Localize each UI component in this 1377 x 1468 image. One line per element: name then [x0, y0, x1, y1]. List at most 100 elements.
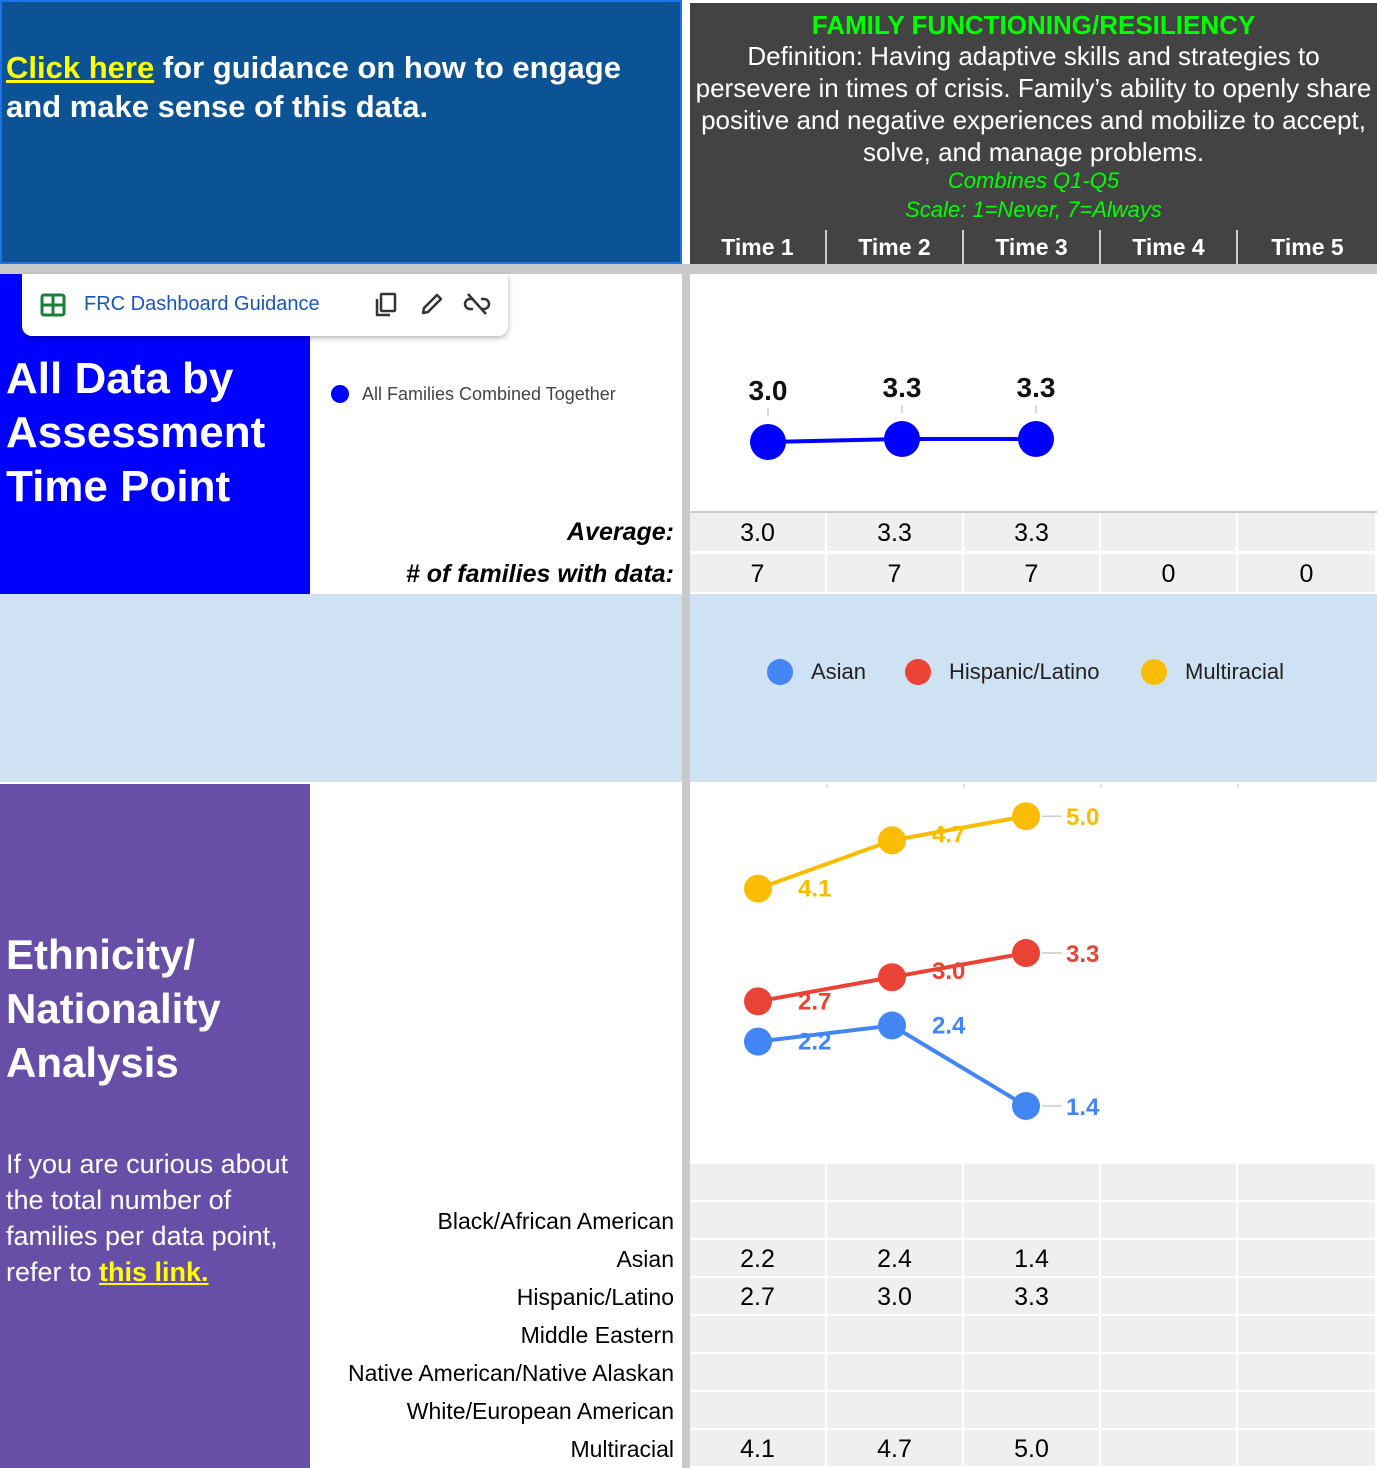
legend-label-all-families: All Families Combined Together — [362, 384, 616, 404]
all-data-title-line-1: All Data by — [6, 354, 234, 403]
families-row-label: # of families with data: — [405, 560, 674, 588]
data-label-hispanic-latino-time-2: 3.0 — [932, 958, 965, 985]
table-cell-blank — [1101, 1164, 1238, 1202]
data-label-asian-time-3: 1.4 — [1066, 1094, 1100, 1121]
chip-link-label[interactable]: FRC Dashboard Guidance — [84, 293, 320, 315]
legend-dot-all-families — [331, 385, 349, 403]
domain-definition: Definition: Having adaptive skills and s… — [695, 41, 1372, 167]
data-label-hispanic-latino-time-3: 3.3 — [1066, 941, 1099, 968]
families-count-note: If you are curious about the total numbe… — [6, 1146, 306, 1290]
data-point-time-2 — [884, 421, 920, 457]
table-cell-blank — [690, 1164, 827, 1202]
ethnicity-row-label: Black/African American — [437, 1208, 674, 1234]
families-cell-time-4: 0 — [1101, 554, 1238, 594]
data-point-hispanic-latino-time-1 — [744, 987, 772, 1016]
table-cell — [1238, 1278, 1377, 1316]
table-cell: 5.0 — [964, 1430, 1101, 1468]
table-cell — [1101, 1278, 1238, 1316]
time-header-3: Time 3 — [964, 230, 1101, 264]
table-cell — [1101, 1430, 1238, 1468]
legend-label-hispanic-latino: Hispanic/Latino — [949, 659, 1100, 684]
data-point-multiracial-time-1 — [744, 874, 772, 903]
legend-dot-multiracial — [1141, 659, 1167, 685]
table-cell — [827, 1202, 964, 1240]
time-header-4: Time 4 — [1101, 230, 1238, 264]
data-label-multiracial-time-2: 4.7 — [932, 821, 965, 848]
guidance-text: Click here for guidance on how to engage… — [6, 48, 666, 126]
table-cell-blank — [827, 1164, 964, 1202]
data-label-time-2: 3.3 — [883, 372, 922, 403]
families-cell-time-5: 0 — [1238, 554, 1377, 594]
ethnicity-title-line-3: Analysis — [6, 1039, 179, 1086]
data-point-multiracial-time-2 — [878, 826, 906, 855]
guidance-cell — [0, 0, 682, 264]
average-row-label: Average: — [567, 518, 674, 546]
time-header-2: Time 2 — [827, 230, 964, 264]
table-cell: 3.0 — [827, 1278, 964, 1316]
table-cell — [1101, 1354, 1238, 1392]
table-cell-blank — [1238, 1164, 1377, 1202]
table-cell — [964, 1354, 1101, 1392]
data-label-asian-time-2: 2.4 — [932, 1013, 966, 1040]
average-cell-time-1: 3.0 — [690, 513, 827, 553]
data-label-multiracial-time-3: 5.0 — [1066, 804, 1099, 831]
table-cell — [690, 1316, 827, 1354]
grid-line — [690, 511, 1377, 513]
average-cell-time-2: 3.3 — [827, 513, 964, 553]
table-cell: 3.3 — [964, 1278, 1101, 1316]
guidance-link[interactable]: Click here — [6, 50, 155, 85]
data-label-time-3: 3.3 — [1017, 372, 1056, 403]
table-cell — [1238, 1354, 1377, 1392]
all-data-title-line-2: Assessment — [6, 408, 266, 457]
data-point-hispanic-latino-time-2 — [878, 963, 906, 992]
ethnicity-title-line-1: Ethnicity/ — [6, 931, 196, 978]
column-divider — [682, 264, 690, 1468]
legend-label-multiracial: Multiracial — [1185, 659, 1285, 684]
table-cell — [964, 1392, 1101, 1430]
definition-cell — [690, 0, 1377, 230]
data-point-multiracial-time-3 — [1012, 802, 1040, 831]
unlink-icon[interactable] — [462, 290, 492, 318]
data-point-asian-time-1 — [744, 1027, 772, 1056]
table-cell — [690, 1202, 827, 1240]
edit-pencil-icon[interactable] — [418, 290, 446, 318]
data-point-hispanic-latino-time-3 — [1012, 939, 1040, 968]
data-point-asian-time-2 — [878, 1011, 906, 1040]
table-cell: 2.7 — [690, 1278, 827, 1316]
data-point-asian-time-3 — [1012, 1092, 1040, 1120]
table-cell — [964, 1316, 1101, 1354]
all-data-title: All Data by Assessment Time Point — [6, 352, 306, 514]
data-point-time-3 — [1018, 421, 1054, 457]
ethnicity-title-line-2: Nationality — [6, 985, 221, 1032]
guidance-rest: for guidance on how to engage and make s… — [6, 50, 621, 124]
legend-label-asian: Asian — [811, 659, 867, 684]
sheets-icon — [40, 293, 66, 317]
scale-note: Scale: 1=Never, 7=Always — [905, 197, 1162, 222]
all-families-line-chart: 3.0 3.3 3.3 — [749, 372, 1056, 460]
ethnicity-row-label: Hispanic/Latino — [516, 1284, 674, 1310]
table-cell — [1101, 1392, 1238, 1430]
table-cell — [1101, 1316, 1238, 1354]
table-cell — [1101, 1202, 1238, 1240]
ethnicity-row-label: Native American/Native Alaskan — [348, 1360, 674, 1386]
average-cell-time-3: 3.3 — [964, 513, 1101, 553]
table-cell — [1238, 1430, 1377, 1468]
table-cell — [827, 1392, 964, 1430]
all-data-title-line-3: Time Point — [6, 462, 231, 511]
table-cell — [827, 1354, 964, 1392]
table-cell: 2.2 — [690, 1240, 827, 1278]
data-label-asian-time-1: 2.2 — [798, 1029, 831, 1056]
table-cell — [1238, 1392, 1377, 1430]
ethnicity-row-label: Asian — [616, 1246, 674, 1272]
data-label-time-1: 3.0 — [749, 375, 788, 406]
families-cell-time-1: 7 — [690, 554, 827, 594]
families-count-link[interactable]: this link. — [99, 1257, 209, 1287]
table-cell — [690, 1354, 827, 1392]
table-cell-blank — [964, 1164, 1101, 1202]
table-cell — [1238, 1316, 1377, 1354]
column-divider — [682, 594, 690, 782]
average-cell-time-4 — [1101, 513, 1238, 553]
domain-title: FAMILY FUNCTIONING/RESILIENCY — [811, 10, 1256, 40]
copy-icon[interactable] — [372, 290, 400, 318]
families-cell-time-3: 7 — [964, 554, 1101, 594]
